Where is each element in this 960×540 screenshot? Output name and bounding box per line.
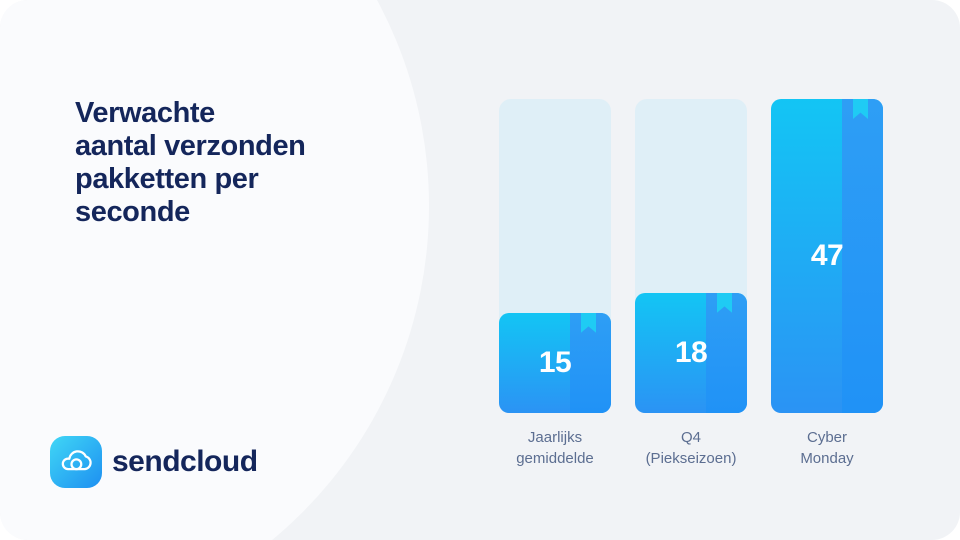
category-label-line: gemiddelde	[516, 450, 594, 467]
bar-fill: 47	[771, 99, 883, 413]
category-label-line: Cyber	[806, 429, 847, 446]
page-title-line: seconde	[75, 196, 190, 228]
page-title-line: pakketten per	[75, 163, 259, 195]
bar-track: 15	[499, 99, 611, 413]
category-label: Jaarlijks gemiddelde	[499, 427, 611, 469]
cloud-icon	[50, 436, 102, 488]
bar-value-label: 15	[538, 345, 572, 379]
brand-wordmark: sendcloud	[112, 445, 258, 478]
bar-fill: 15	[499, 312, 611, 413]
page-title: Verwachte aantal verzonden pakketten per…	[75, 97, 306, 229]
bar-stripe-decoration	[569, 312, 611, 413]
bar-value-label: 18	[674, 335, 708, 369]
chart-column-q4-piekseizoen: 18 Q4 (Piekseizoen)	[635, 99, 747, 469]
category-label: Cyber Monday	[771, 427, 883, 469]
bar-value-label: 47	[810, 239, 844, 272]
bar-stripe-decoration	[705, 292, 747, 413]
category-label-line: Monday	[800, 450, 854, 467]
category-label: Q4 (Piekseizoen)	[635, 427, 747, 469]
bookmark-ribbon-icon	[581, 312, 596, 333]
category-label-line: Jaarlijks	[527, 429, 583, 446]
page-title-line: aantal verzonden	[75, 130, 306, 162]
bar-track: 18	[635, 99, 747, 413]
bar-fill: 18	[635, 292, 747, 413]
bar-chart: 15 Jaarlijks gemiddelde 18 Q4 (Piekseizo…	[499, 99, 883, 469]
page-title-line: Verwachte	[75, 97, 215, 129]
bookmark-ribbon-icon	[717, 292, 732, 313]
bookmark-ribbon-icon	[853, 99, 868, 119]
category-label-line: (Piekseizoen)	[645, 450, 737, 467]
bar-stripe-decoration	[841, 99, 883, 413]
chart-column-jaarlijks-gemiddelde: 15 Jaarlijks gemiddelde	[499, 99, 611, 469]
sendcloud-logo: sendcloud	[50, 436, 258, 488]
bar-track: 47	[771, 99, 883, 413]
category-label-line: Q4	[680, 429, 701, 446]
chart-column-cyber-monday: 47 Cyber Monday	[771, 99, 883, 469]
